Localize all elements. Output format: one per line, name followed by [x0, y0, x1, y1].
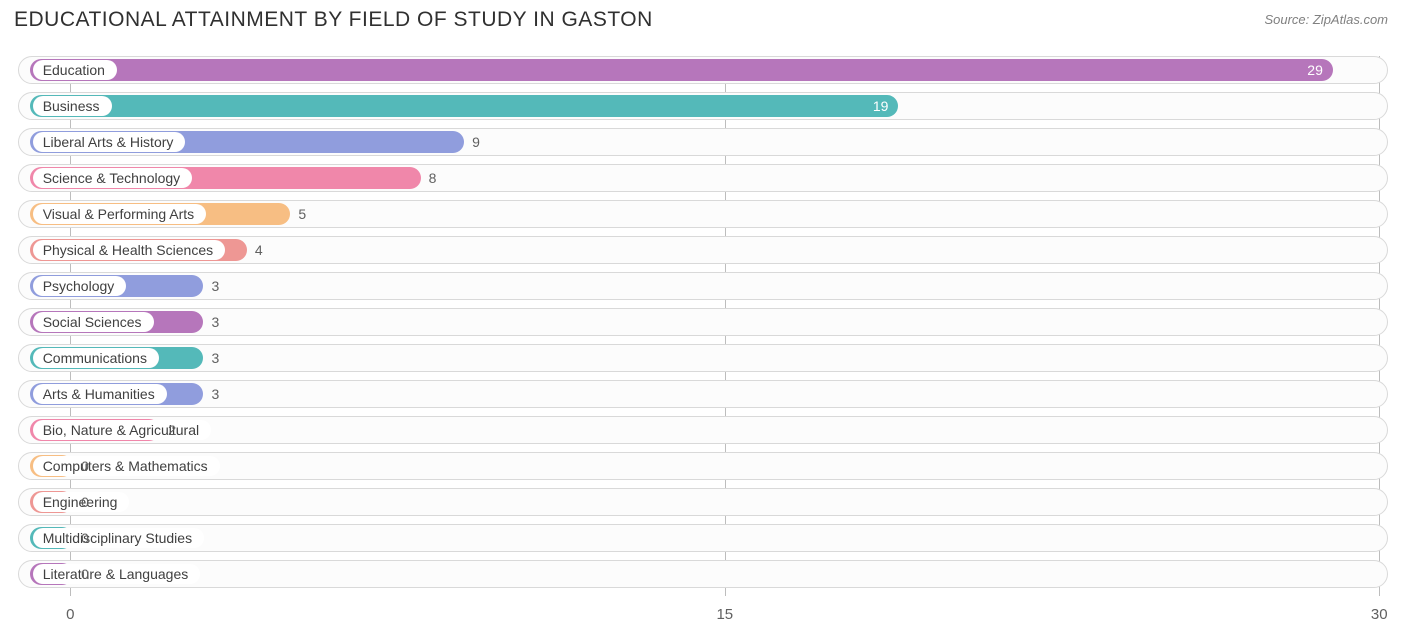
bar-fill: Computers & Mathematics0 — [30, 455, 73, 477]
bar-label: Business — [33, 96, 112, 116]
bar-fill: Psychology3 — [30, 275, 204, 297]
bar-fill: Engineering0 — [30, 491, 73, 513]
bar-label: Social Sciences — [33, 312, 154, 332]
bar-value: 0 — [81, 494, 89, 510]
bar-row: Engineering0 — [18, 488, 1388, 516]
x-axis-tick: 30 — [1371, 606, 1388, 623]
bar-value: 0 — [81, 566, 89, 582]
x-axis-tick: 15 — [716, 606, 733, 623]
bar-row: Science & Technology 8 — [18, 164, 1388, 192]
bar-value: 9 — [472, 134, 480, 150]
bar-row: Psychology 3 — [18, 272, 1388, 300]
bar-row: Liberal Arts & History 9 — [18, 128, 1388, 156]
bar-label: Science & Technology — [33, 168, 193, 188]
bar-value: 3 — [211, 314, 219, 330]
bar-label: Liberal Arts & History — [33, 132, 186, 152]
chart-title: EDUCATIONAL ATTAINMENT BY FIELD OF STUDY… — [14, 8, 653, 32]
bar-value: 4 — [255, 242, 263, 258]
chart-container: Education29Business19Liberal Arts & Hist… — [0, 36, 1406, 632]
bar-value: 29 — [1307, 62, 1323, 78]
bar-fill: Literature & Languages0 — [30, 563, 73, 585]
bar-label: Psychology — [33, 276, 127, 296]
bar-label: Computers & Mathematics — [33, 456, 220, 476]
bar-row: Communications 3 — [18, 344, 1388, 372]
bar-fill: Bio, Nature & Agricultural2 — [30, 419, 160, 441]
bar-label: Education — [33, 60, 117, 80]
bar-row: Literature & Languages0 — [18, 560, 1388, 588]
bar-row: Computers & Mathematics0 — [18, 452, 1388, 480]
bar-label: Physical & Health Sciences — [33, 240, 225, 260]
bar-fill: Physical & Health Sciences4 — [30, 239, 247, 261]
bar-value: 5 — [298, 206, 306, 222]
bar-value: 8 — [429, 170, 437, 186]
bar-row: Business 19 — [18, 92, 1388, 120]
chart-source: Source: ZipAtlas.com — [1264, 12, 1388, 27]
bar-fill: Communications3 — [30, 347, 204, 369]
bar-value: 0 — [81, 530, 89, 546]
bar-fill: Multidisciplinary Studies0 — [30, 527, 73, 549]
bar-fill: Science & Technology8 — [30, 167, 421, 189]
x-axis: 0 15 30 — [18, 602, 1388, 632]
bar-row: Arts & Humanities 3 — [18, 380, 1388, 408]
bar-label: Literature & Languages — [33, 564, 201, 584]
bar-label: Bio, Nature & Agricultural — [33, 420, 211, 440]
bar-row: Visual & Performing Arts 5 — [18, 200, 1388, 228]
bar-label: Multidisciplinary Studies — [33, 528, 204, 548]
bar-value: 0 — [81, 458, 89, 474]
x-axis-tick: 0 — [66, 606, 74, 623]
bar-label: Visual & Performing Arts — [33, 204, 206, 224]
plot-area: Education29Business19Liberal Arts & Hist… — [18, 56, 1388, 596]
bar-value: 3 — [211, 386, 219, 402]
bar-row: Education 29 — [18, 56, 1388, 84]
bar-value: 2 — [168, 422, 176, 438]
bar-fill: Liberal Arts & History9 — [30, 131, 464, 153]
bar-value: 3 — [211, 278, 219, 294]
bar-fill: Visual & Performing Arts5 — [30, 203, 291, 225]
bars-group: Education29Business19Liberal Arts & Hist… — [18, 56, 1388, 588]
bar-value: 3 — [211, 350, 219, 366]
bar-label: Communications — [33, 348, 159, 368]
bar-row: Social Sciences 3 — [18, 308, 1388, 336]
bar-row: Bio, Nature & Agricultural2 — [18, 416, 1388, 444]
bar-value: 19 — [873, 98, 889, 114]
chart-header: EDUCATIONAL ATTAINMENT BY FIELD OF STUDY… — [0, 0, 1406, 36]
bar-row: Multidisciplinary Studies0 — [18, 524, 1388, 552]
bar-fill: Arts & Humanities3 — [30, 383, 204, 405]
bar-fill: Social Sciences3 — [30, 311, 204, 333]
bar-label: Arts & Humanities — [33, 384, 167, 404]
bar-fill: Education 29 — [30, 59, 1333, 81]
bar-fill: Business 19 — [30, 95, 899, 117]
bar-row: Physical & Health Sciences 4 — [18, 236, 1388, 264]
